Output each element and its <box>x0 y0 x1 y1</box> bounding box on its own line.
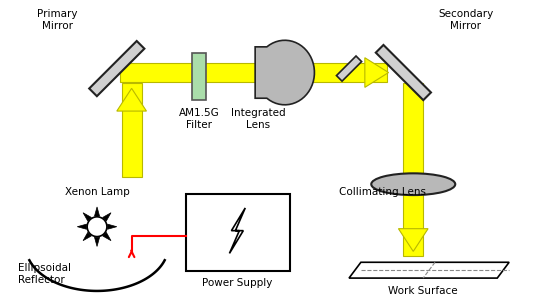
Polygon shape <box>95 237 100 247</box>
Text: Secondary
Mirror: Secondary Mirror <box>438 9 493 31</box>
Ellipse shape <box>371 173 455 195</box>
Bar <box>186 194 290 271</box>
Text: Work Surface: Work Surface <box>388 286 458 296</box>
Polygon shape <box>117 88 147 111</box>
Polygon shape <box>255 40 315 105</box>
Polygon shape <box>120 63 387 82</box>
Polygon shape <box>230 208 245 254</box>
Text: Primary
Mirror: Primary Mirror <box>37 9 78 31</box>
Text: Ellipsoidal
Reflector: Ellipsoidal Reflector <box>18 263 71 285</box>
Polygon shape <box>403 83 423 256</box>
Polygon shape <box>103 213 111 221</box>
Polygon shape <box>89 41 144 96</box>
Polygon shape <box>95 207 100 216</box>
Polygon shape <box>349 262 509 278</box>
Text: AM1.5G
Filter: AM1.5G Filter <box>179 108 219 130</box>
Polygon shape <box>376 45 431 100</box>
Polygon shape <box>103 232 111 241</box>
Text: Integrated
Lens: Integrated Lens <box>231 108 286 130</box>
Polygon shape <box>108 224 117 229</box>
Polygon shape <box>365 58 388 87</box>
Ellipse shape <box>87 217 107 237</box>
Polygon shape <box>337 56 362 81</box>
Polygon shape <box>399 229 428 251</box>
Polygon shape <box>122 83 141 177</box>
Text: Power Supply: Power Supply <box>202 278 272 288</box>
Polygon shape <box>83 213 91 221</box>
Polygon shape <box>77 224 87 229</box>
Text: Collimating Lens: Collimating Lens <box>339 187 426 197</box>
Polygon shape <box>83 232 91 241</box>
Text: Xenon Lamp: Xenon Lamp <box>65 187 129 197</box>
Polygon shape <box>192 53 206 100</box>
